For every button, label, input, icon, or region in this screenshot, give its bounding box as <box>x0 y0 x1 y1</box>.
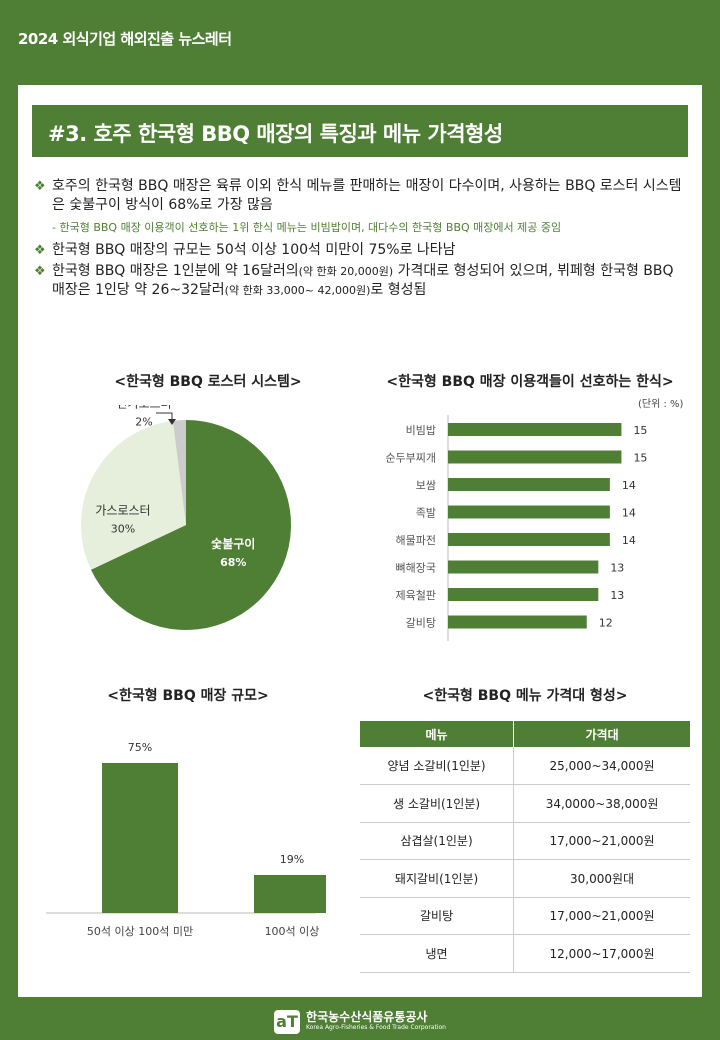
bullet-subnote: - 한국형 BBQ 매장 이용객이 선호하는 1위 한식 메뉴는 비빔밥이며, … <box>52 221 562 234</box>
pie-slice-value: 2% <box>135 415 152 428</box>
org-logo: aT 한국농수산식품유통공사 Korea Agro-Fisheries & Fo… <box>274 1009 446 1034</box>
hbar-category-label: 비빔밥 <box>406 424 436 437</box>
vbar-bar <box>102 763 178 913</box>
table-row: 냉면 12,000~17,000원 <box>360 934 690 973</box>
hbar-value-label: 15 <box>633 424 647 437</box>
price-cell: 17,000~21,000원 <box>513 822 690 860</box>
org-name: 한국농수산식품유통공사 Korea Agro-Fisheries & Food … <box>306 1011 446 1032</box>
vbar-value-label: 75% <box>128 741 152 754</box>
pointer-line <box>156 412 173 421</box>
table-header-row: 메뉴 가격대 <box>360 721 690 747</box>
price-cell: 34,0000~38,000원 <box>513 784 690 823</box>
pie-slice-label: 전기로스터 <box>116 405 171 410</box>
bullet-text: 한국형 BBQ 매장의 규모는 50석 이상 100석 미만이 75%로 나타남 <box>52 242 456 258</box>
menu-cell: 양념 소갈비(1인분) <box>360 747 515 785</box>
hbar-bar <box>448 478 610 491</box>
vbar-category-label: 50석 이상 100석 미만 <box>87 925 193 938</box>
vbar-value-label: 19% <box>280 853 304 866</box>
store-size-bar-chart: 75% 50석 이상 100석 미만 19% 100석 이상 <box>46 741 326 938</box>
hbar-category-label: 갈비탕 <box>406 616 436 630</box>
source-note: ※ 출처 : 각 프랜차이즈 홈페이지, 세계한인언론인협회 <box>18 977 268 990</box>
pie-slice <box>80 420 186 570</box>
hbar-chart-title: <한국형 BBQ 매장 이용객들이 선호하는 한식> <box>386 374 674 390</box>
menu-cell: 냉면 <box>360 934 515 973</box>
menu-cell: 삼겹살(1인분) <box>360 822 515 860</box>
pie-slice-label: 숯불구이 <box>211 536 255 551</box>
column-header-price: 가격대 <box>513 721 690 747</box>
vbar-category-label: 100석 이상 <box>265 925 320 938</box>
preferred-food-bar-chart: 비빔밥 15 순두부찌개 15 보쌈 14 족발 14 해물파전 14 뼈해장국 13 제육철판 13 갈비… <box>385 415 647 641</box>
hbar-category-label: 제육철판 <box>396 589 436 602</box>
pie-slice <box>172 420 186 525</box>
hbar-bar <box>448 615 587 629</box>
bullet-item: ❖ 한국형 BBQ 매장의 규모는 50석 이상 100석 미만이 75%로 나… <box>34 241 690 260</box>
price-cell: 25,000~34,000원 <box>513 747 690 785</box>
hbar-value-label: 12 <box>599 617 613 630</box>
price-cell: 30,000원대 <box>513 859 690 898</box>
table-row: 삼겹살(1인분) 17,000~21,000원 <box>360 822 690 860</box>
hbar-category-label: 족발 <box>416 507 436 520</box>
roaster-pie-chart: 숯불구이 68% 가스로스터 30% 전기로스터 2% <box>80 405 291 630</box>
bullet-text-note: (약 한화 20,000원) <box>298 265 394 278</box>
hbar-bar <box>448 423 622 436</box>
bullet-text-part: 한국형 BBQ 매장은 1인분에 약 16달러의 <box>52 263 299 279</box>
table-row: 양념 소갈비(1인분) 25,000~34,000원 <box>360 747 690 785</box>
pie-slice-value: 30% <box>111 523 135 536</box>
hbar-value-label: 14 <box>622 507 636 520</box>
price-cell: 12,000~17,000원 <box>513 934 690 973</box>
content-panel: #3. 호주 한국형 BBQ 매장의 특징과 메뉴 가격형성 ❖ 호주의 한국형… <box>18 85 702 997</box>
hbar-value-label: 14 <box>622 479 636 492</box>
hbar-bar <box>448 505 610 519</box>
org-name-ko: 한국농수산식품유통공사 <box>306 1010 428 1024</box>
hbar-unit-label: (단위 : %) <box>638 399 684 410</box>
section-title: #3. 호주 한국형 BBQ 매장의 특징과 메뉴 가격형성 <box>32 105 688 157</box>
pie-slice-value: 68% <box>220 556 246 569</box>
price-table: 메뉴 가격대 양념 소갈비(1인분) 25,000~34,000원 생 소갈비(1… <box>360 721 690 973</box>
footer: aT 한국농수산식품유통공사 Korea Agro-Fisheries & Fo… <box>0 1003 720 1040</box>
arrow-icon <box>168 419 176 425</box>
bullet-text-part: 로 형성됨 <box>370 282 427 298</box>
menu-cell: 갈비탕 <box>360 897 515 935</box>
hbar-value-label: 13 <box>610 562 624 575</box>
bullet-item: ❖ 한국형 BBQ 매장은 1인분에 약 16달러의(약 한화 20,000원)… <box>34 262 690 300</box>
hbar-value-label: 15 <box>633 452 647 465</box>
hbar-category-label: 순두부찌개 <box>385 452 436 465</box>
menu-cell: 돼지갈비(1인분) <box>360 859 515 898</box>
vbar-chart-title: <한국형 BBQ 매장 규모> <box>107 688 269 704</box>
hbar-category-label: 보쌈 <box>416 479 436 492</box>
table-row: 돼지갈비(1인분) 30,000원대 <box>360 859 690 898</box>
bullet-list: ❖ 호주의 한국형 BBQ 매장은 육류 이외 한식 메뉴를 판매하는 매장이 … <box>34 177 690 302</box>
hbar-bar <box>448 588 599 601</box>
bullet-text-part: 가격대로 형성되어 있으며, 뷔페형 한국형 BBQ 매장은 1인당 약 26~… <box>52 263 674 298</box>
bullet-text: 호주의 한국형 BBQ 매장은 육류 이외 한식 메뉴를 판매하는 매장이 다수… <box>52 178 682 213</box>
price-cell: 17,000~21,000원 <box>513 897 690 935</box>
bullet-text: 한국형 BBQ 매장은 1인분에 약 16달러의(약 한화 20,000원) 가… <box>52 262 690 300</box>
pie-slice-label: 가스로스터 <box>95 504 150 518</box>
hbar-bar <box>448 533 610 546</box>
hbar-category-label: 뼈해장국 <box>396 561 436 575</box>
menu-cell: 생 소갈비(1인분) <box>360 784 515 823</box>
column-header-menu: 메뉴 <box>360 721 515 747</box>
hbar-category-label: 해물파전 <box>396 533 436 547</box>
hbar-bar <box>448 450 622 464</box>
org-name-en: Korea Agro-Fisheries & Food Trade Corpor… <box>306 1024 446 1031</box>
diamond-bullet-icon: ❖ <box>34 179 46 194</box>
diamond-bullet-icon: ❖ <box>34 264 46 279</box>
newsletter-title: 2024 외식기업 해외진출 뉴스레터 <box>18 30 232 48</box>
pie-slice <box>90 420 291 630</box>
hbar-value-label: 13 <box>610 589 624 602</box>
bullet-text-note: (약 한화 33,000~ 42,000원) <box>224 284 371 297</box>
table-row: 생 소갈비(1인분) 34,0000~38,000원 <box>360 784 690 823</box>
diamond-bullet-icon: ❖ <box>34 243 46 258</box>
table-row: 갈비탕 17,000~21,000원 <box>360 897 690 935</box>
pie-chart-title: <한국형 BBQ 로스터 시스템> <box>114 374 302 390</box>
vbar-bar <box>254 875 326 913</box>
at-logo-icon: aT <box>274 1009 301 1034</box>
hbar-value-label: 14 <box>622 534 636 547</box>
bullet-item: ❖ 호주의 한국형 BBQ 매장은 육류 이외 한식 메뉴를 판매하는 매장이 … <box>34 177 690 215</box>
price-table-title: <한국형 BBQ 메뉴 가격대 형성> <box>422 688 628 704</box>
hbar-bar <box>448 560 599 574</box>
